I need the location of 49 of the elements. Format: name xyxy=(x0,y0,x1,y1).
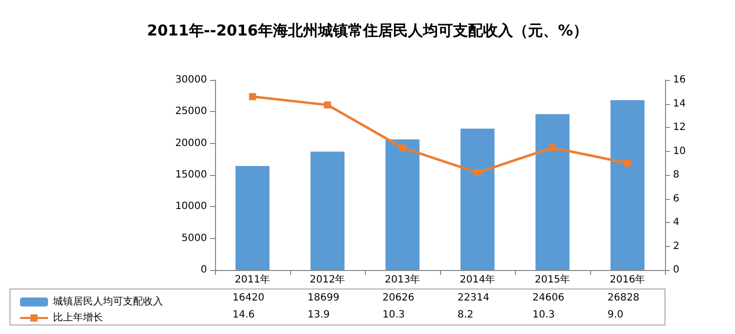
y-tick-label: 25000 xyxy=(175,106,207,118)
y-tick-label: 10000 xyxy=(175,201,207,212)
x-tick-label: 2013年 xyxy=(384,274,420,286)
data-label: 10.3 xyxy=(382,310,405,320)
y2-tick-label: 0 xyxy=(673,264,680,276)
data-label: 9.0 xyxy=(608,310,624,320)
y2-tick-label: 14 xyxy=(673,98,686,110)
x-tick-label: 2012年 xyxy=(310,274,346,286)
y-tick-label: 30000 xyxy=(175,74,207,86)
data-label: 20626 xyxy=(382,292,414,304)
point xyxy=(474,169,481,176)
y2-tick-label: 8 xyxy=(673,170,680,180)
point xyxy=(624,160,631,167)
data-label: 8.2 xyxy=(458,310,474,320)
data-label: 24606 xyxy=(532,292,564,304)
bar xyxy=(610,100,644,270)
bar xyxy=(310,152,344,270)
bar xyxy=(386,139,420,270)
bar xyxy=(460,128,494,270)
data-label: 22314 xyxy=(458,292,490,304)
point xyxy=(549,144,556,152)
y-tick-label: 5000 xyxy=(182,232,207,244)
data-label: 26828 xyxy=(608,292,640,304)
y2-tick-label: 16 xyxy=(673,74,686,86)
y2-tick-label: 12 xyxy=(673,122,686,133)
data-label: 10.3 xyxy=(532,310,555,320)
x-tick-label: 2014年 xyxy=(460,274,496,286)
x-tick-label: 2015年 xyxy=(534,274,570,286)
y2-tick-label: 2 xyxy=(673,240,680,252)
y2-tick-label: 10 xyxy=(673,146,686,157)
y2-tick-label: 4 xyxy=(673,217,680,228)
x-tick-label: 2016年 xyxy=(610,274,646,286)
data-label: 18699 xyxy=(308,292,340,304)
bar xyxy=(536,114,570,270)
point xyxy=(399,144,406,152)
y-tick-label: 20000 xyxy=(175,138,207,149)
chart-title: 2011年--2016年海北州城镇常住居民人均可支配收入（元、%） xyxy=(147,22,588,40)
point xyxy=(324,101,331,108)
y2-tick-label: 6 xyxy=(673,193,680,204)
data-label: 16420 xyxy=(232,292,264,304)
data-label: 14.6 xyxy=(232,310,255,320)
data-label: 13.9 xyxy=(308,310,330,320)
legend-label: 比上年增长 xyxy=(53,312,103,324)
y-tick-label: 15000 xyxy=(175,170,207,180)
legend-label: 城镇居民人均可支配收入 xyxy=(52,296,163,308)
y-tick-label: 0 xyxy=(200,264,207,276)
point xyxy=(249,93,256,100)
x-tick-label: 2011年 xyxy=(234,274,270,286)
bar xyxy=(236,166,270,270)
